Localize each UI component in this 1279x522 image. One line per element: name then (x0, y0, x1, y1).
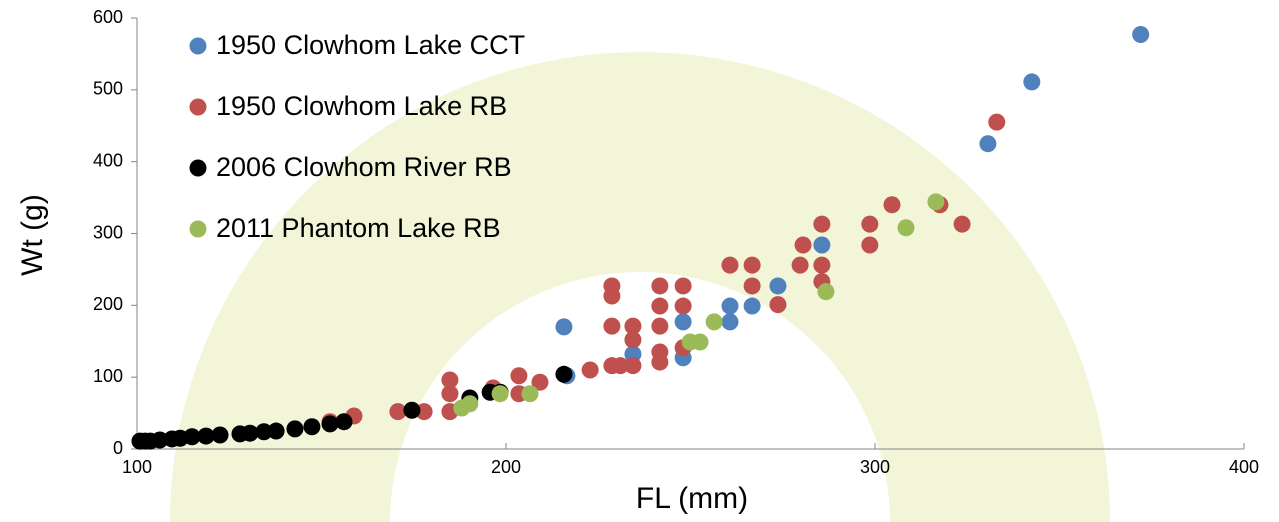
point (336, 413, 353, 430)
point (303, 418, 320, 435)
point (651, 318, 668, 335)
point (651, 277, 668, 294)
point (813, 257, 830, 274)
point (744, 277, 761, 294)
x-tick-label: 200 (491, 457, 521, 477)
point (555, 366, 572, 383)
x-tick-label: 400 (1229, 457, 1259, 477)
legend-marker (190, 160, 207, 177)
point (813, 236, 830, 253)
point (582, 361, 599, 378)
point (603, 318, 620, 335)
point (403, 402, 420, 419)
point (603, 287, 620, 304)
point (883, 196, 900, 213)
point (769, 296, 786, 313)
point (817, 283, 834, 300)
point (675, 277, 692, 294)
legend-label: 1950 Clowhom Lake RB (216, 91, 507, 121)
legend-marker (190, 38, 207, 55)
legend-label: 2006 Clowhom River RB (216, 152, 512, 182)
point (624, 331, 641, 348)
point (651, 354, 668, 371)
point (721, 257, 738, 274)
point (624, 357, 641, 374)
point (744, 257, 761, 274)
x-axis-title: FL (mm) (636, 482, 748, 515)
point (521, 385, 538, 402)
point (795, 236, 812, 253)
point (721, 313, 738, 330)
point (744, 298, 761, 315)
point (492, 385, 509, 402)
point (651, 298, 668, 315)
point (510, 367, 527, 384)
legend-label: 2011 Phantom Lake RB (216, 213, 501, 243)
point (1023, 73, 1040, 90)
y-tick-label: 300 (93, 222, 123, 242)
point (682, 333, 699, 350)
point (1132, 26, 1149, 43)
point (861, 216, 878, 233)
point (927, 193, 944, 210)
x-tick-label: 100 (122, 457, 152, 477)
point (861, 236, 878, 253)
point (675, 298, 692, 315)
chart: FL (mm) Wt (g) 0100200300400500600100200… (0, 0, 1279, 522)
y-tick-label: 500 (93, 79, 123, 99)
point (555, 318, 572, 335)
legend-marker (190, 99, 207, 116)
point (979, 135, 996, 152)
y-tick-label: 600 (93, 7, 123, 27)
point (675, 313, 692, 330)
x-tick-label: 300 (860, 457, 890, 477)
point (212, 426, 229, 443)
legend-label: 1950 Clowhom Lake CCT (216, 30, 525, 60)
background-watermark (170, 52, 1110, 522)
y-tick-label: 400 (93, 150, 123, 170)
point (988, 114, 1005, 131)
y-tick-label: 100 (93, 366, 123, 386)
point (769, 277, 786, 294)
point (286, 420, 303, 437)
point (453, 400, 470, 417)
point (441, 385, 458, 402)
point (268, 423, 285, 440)
point (813, 216, 830, 233)
point (792, 257, 809, 274)
point (897, 219, 914, 236)
y-tick-label: 0 (113, 438, 123, 458)
y-axis-title: Wt (g) (16, 194, 49, 276)
y-tick-label: 200 (93, 294, 123, 314)
point (706, 313, 723, 330)
point (721, 298, 738, 315)
point (954, 216, 971, 233)
legend-marker (190, 221, 207, 238)
